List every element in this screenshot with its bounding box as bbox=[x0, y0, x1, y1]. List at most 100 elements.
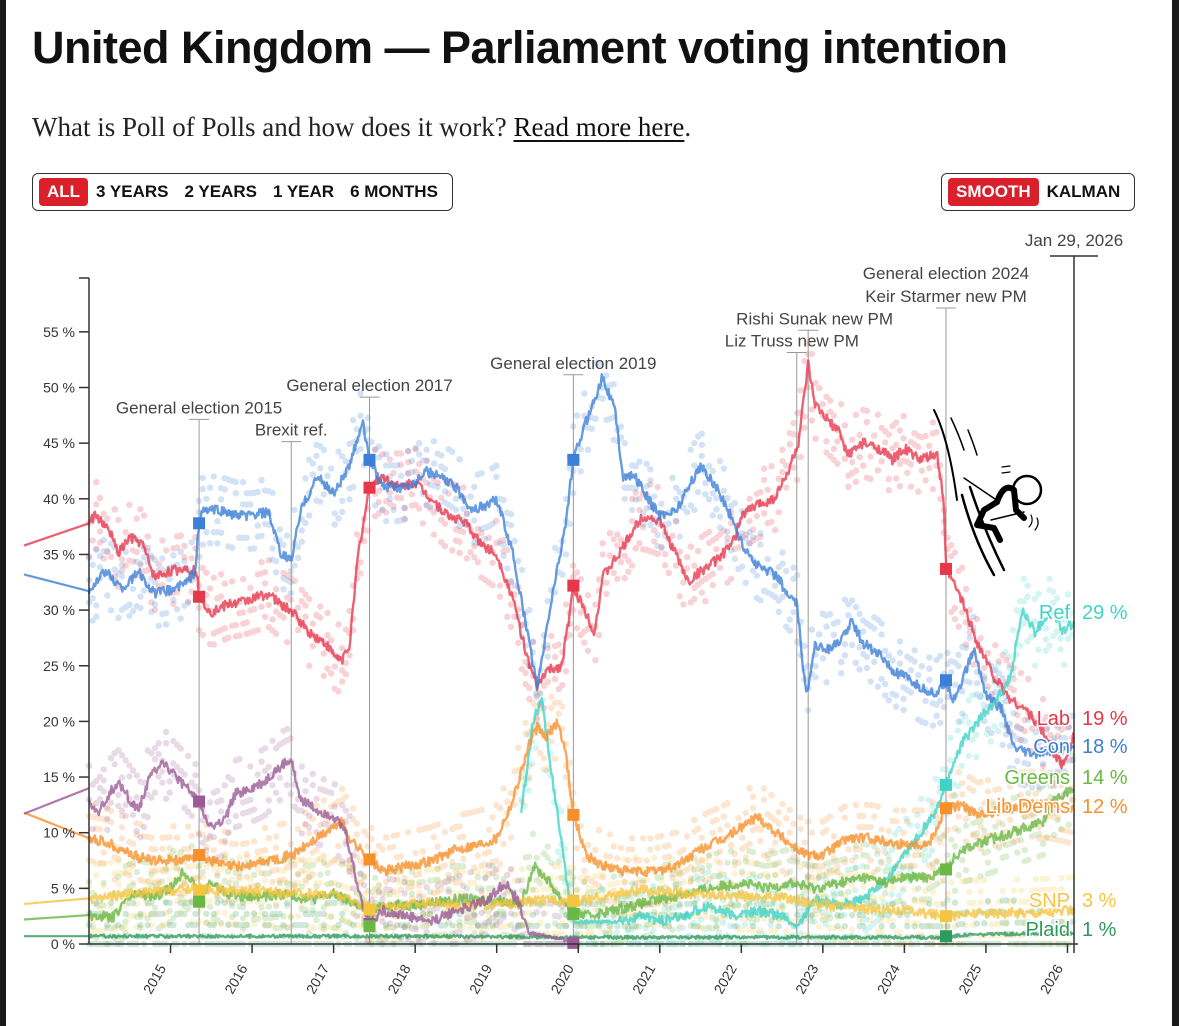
poll-dot bbox=[258, 603, 265, 610]
poll-dot bbox=[716, 848, 724, 855]
poll-dot bbox=[239, 575, 247, 583]
poll-dot bbox=[654, 550, 661, 557]
poll-dot bbox=[206, 540, 214, 547]
poll-dot bbox=[639, 835, 647, 842]
poll-dot bbox=[757, 489, 764, 496]
poll-dot bbox=[885, 475, 893, 483]
poll-dot bbox=[1021, 727, 1028, 735]
poll-dot bbox=[350, 805, 357, 812]
poll-dot bbox=[808, 417, 815, 424]
poll-dot bbox=[823, 913, 830, 920]
poll-dot bbox=[342, 659, 350, 667]
poll-dot bbox=[236, 534, 243, 541]
poll-dot bbox=[412, 849, 419, 857]
poll-dot bbox=[907, 667, 915, 674]
poll-dot bbox=[687, 879, 694, 886]
poll-dot bbox=[346, 652, 353, 659]
poll-dot bbox=[581, 874, 588, 881]
poll-dot bbox=[250, 545, 258, 552]
poll-dot bbox=[177, 548, 184, 555]
poll-dot bbox=[1050, 738, 1058, 745]
poll-dot bbox=[199, 631, 206, 638]
poll-dot bbox=[339, 785, 346, 793]
poll-dot bbox=[335, 515, 342, 522]
poll-dot bbox=[705, 868, 712, 875]
poll-dot bbox=[643, 546, 650, 554]
poll-dot bbox=[720, 465, 727, 472]
poll-dot bbox=[328, 670, 335, 677]
poll-dot bbox=[845, 483, 852, 490]
poll-dot bbox=[808, 917, 815, 925]
poll-dot bbox=[460, 484, 467, 491]
poll-dot bbox=[768, 463, 775, 470]
poll-dot bbox=[827, 397, 834, 404]
mode-smooth-button[interactable]: SMOOTH bbox=[948, 178, 1039, 206]
poll-dot bbox=[621, 574, 628, 582]
range-all-button[interactable]: ALL bbox=[39, 178, 89, 206]
poll-dot bbox=[606, 923, 614, 930]
poll-dot bbox=[801, 357, 808, 365]
poll-dot bbox=[339, 667, 346, 674]
poll-dot bbox=[221, 475, 228, 482]
poll-dot bbox=[1014, 722, 1021, 730]
poll-dot bbox=[1061, 661, 1068, 669]
poll-dot bbox=[394, 450, 401, 457]
poll-dot bbox=[907, 483, 915, 490]
poll-dot bbox=[515, 639, 522, 647]
poll-dot bbox=[390, 469, 397, 477]
poll-dot bbox=[801, 839, 808, 846]
poll-dot bbox=[786, 829, 793, 836]
poll-dot bbox=[423, 457, 430, 464]
poll-dot bbox=[236, 876, 243, 883]
poll-dot bbox=[922, 888, 929, 895]
poll-dot bbox=[555, 863, 562, 870]
poll-dot bbox=[658, 832, 665, 840]
poll-dot bbox=[328, 637, 335, 644]
poll-dot bbox=[584, 647, 592, 655]
poll-dot bbox=[951, 887, 959, 894]
poll-dot bbox=[768, 518, 775, 526]
poll-dot bbox=[118, 556, 126, 563]
poll-dot bbox=[716, 457, 724, 465]
poll-dot bbox=[159, 610, 166, 618]
poll-dot bbox=[302, 921, 309, 929]
range-3-years-button[interactable]: 3 YEARS bbox=[96, 182, 169, 201]
poll-dot bbox=[948, 541, 955, 549]
poll-dot bbox=[1057, 635, 1064, 642]
poll-dot bbox=[738, 870, 746, 878]
poll-dot bbox=[115, 570, 122, 577]
poll-dot bbox=[834, 438, 841, 445]
range-2-years-button[interactable]: 2 YEARS bbox=[184, 182, 257, 201]
poll-dot bbox=[599, 540, 606, 547]
read-more-link[interactable]: Read more here bbox=[513, 112, 685, 142]
poll-dot bbox=[504, 565, 511, 572]
poll-dot bbox=[951, 792, 959, 799]
poll-dot bbox=[1053, 595, 1061, 602]
poll-dot bbox=[900, 885, 907, 892]
poll-dot bbox=[309, 642, 316, 650]
poll-dot bbox=[379, 846, 386, 853]
poll-dot bbox=[841, 455, 849, 462]
poll-dot bbox=[243, 910, 250, 918]
poll-dot bbox=[915, 488, 922, 495]
range-6-months-button[interactable]: 6 MONTHS bbox=[350, 182, 438, 201]
poll-dot bbox=[551, 676, 559, 683]
poll-dot bbox=[595, 882, 603, 889]
poll-dot bbox=[720, 527, 727, 534]
poll-dot bbox=[1006, 662, 1014, 669]
poll-dot bbox=[555, 641, 562, 648]
poll-dot bbox=[1010, 687, 1017, 694]
poll-dot bbox=[647, 521, 654, 529]
range-1-year-button[interactable]: 1 YEAR bbox=[272, 182, 335, 201]
poll-dot bbox=[397, 494, 405, 502]
poll-dot bbox=[856, 453, 863, 461]
poll-dot bbox=[1042, 636, 1050, 643]
poll-dot bbox=[987, 738, 994, 745]
poll-dot bbox=[742, 579, 749, 586]
poll-dot bbox=[133, 869, 140, 876]
poll-dot bbox=[852, 603, 860, 611]
poll-dot bbox=[904, 458, 911, 465]
poll-dot bbox=[225, 921, 232, 929]
poll-dot bbox=[269, 627, 276, 634]
mode-kalman-button[interactable]: KALMAN bbox=[1046, 182, 1121, 201]
